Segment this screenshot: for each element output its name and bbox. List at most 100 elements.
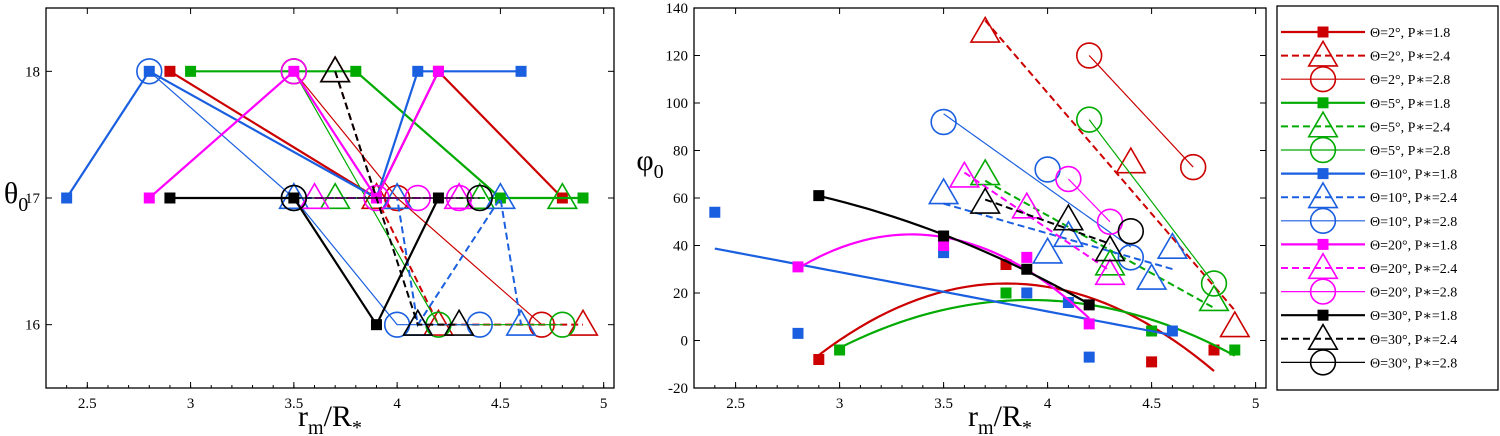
legend-entry: Θ=20°, P∗=1.8 xyxy=(1281,238,1457,253)
legend-marker xyxy=(1309,207,1337,235)
left-data-point xyxy=(546,182,579,210)
left-series-line xyxy=(334,71,460,326)
left-data-point xyxy=(360,182,393,210)
legend-label: Θ=20°, P∗=2.8 xyxy=(1370,286,1457,301)
right-data-point xyxy=(1117,218,1145,245)
right-series xyxy=(969,158,1230,312)
legend-entry: Θ=20°, P∗=2.4 xyxy=(1281,252,1457,280)
right-ytick-label: 100 xyxy=(666,96,689,112)
legend-label: Θ=5°, P∗=2.8 xyxy=(1370,144,1450,159)
right-data-point xyxy=(969,186,1001,214)
left-data-point xyxy=(350,65,362,77)
left-series-line xyxy=(169,69,564,200)
right-fit-curve xyxy=(714,247,1173,337)
right-fit-curve xyxy=(984,198,1111,245)
right-data-point xyxy=(1021,251,1033,263)
right-data-point xyxy=(1052,203,1085,231)
legend-label: Θ=10°, P∗=2.4 xyxy=(1370,191,1457,206)
right-data-point xyxy=(938,230,950,242)
legend-label: Θ=5°, P∗=1.8 xyxy=(1370,97,1450,112)
left-series-line xyxy=(148,69,440,201)
right-data-point xyxy=(1052,220,1085,248)
legend-marker xyxy=(1317,26,1329,38)
right-data-point xyxy=(1156,232,1189,260)
right-data-point xyxy=(1031,236,1064,264)
legend-label: Θ=30°, P∗=2.4 xyxy=(1370,333,1457,348)
right-series xyxy=(813,190,1095,311)
left-data-point xyxy=(164,65,176,77)
left-data-point xyxy=(422,308,455,336)
legend-marker xyxy=(1307,322,1339,350)
right-xlabel: rm/R* xyxy=(968,400,1032,436)
legend-entry: Θ=2°, P∗=2.8 xyxy=(1281,65,1450,93)
right-data-point xyxy=(709,206,721,218)
left-data-point xyxy=(280,184,308,212)
left-data-point xyxy=(432,65,444,77)
right-data-point xyxy=(1062,297,1074,308)
left-data-point xyxy=(370,319,382,331)
right-data-point xyxy=(813,190,825,202)
right-data-point xyxy=(938,247,950,259)
right-data-point xyxy=(1000,259,1012,270)
right-series xyxy=(969,15,1251,338)
right-data-point xyxy=(1000,287,1012,299)
right-data-point xyxy=(1094,234,1126,262)
right-fit-curve xyxy=(818,194,1090,306)
phi0-panel: 2.5 3 3.5 4 4.5 5 -20 0 20 40 60 80 100 120 140 φ0 rm/R* xyxy=(636,1,1267,436)
right-data-point xyxy=(1011,191,1043,219)
legend-label: Θ=5°, P∗=2.4 xyxy=(1370,120,1450,135)
legend-label: Θ=2°, P∗=2.4 xyxy=(1370,50,1450,65)
legend-marker xyxy=(1309,65,1337,93)
left-series xyxy=(185,65,589,204)
legend-marker xyxy=(1317,238,1329,250)
right-ylabel: φ0 xyxy=(636,144,663,183)
left-xtick-label: 4.5 xyxy=(491,396,510,412)
left-data-point xyxy=(381,182,413,210)
legend-entry: Θ=30°, P∗=1.8 xyxy=(1281,309,1457,324)
legend-entry: Θ=10°, P∗=1.8 xyxy=(1281,168,1457,183)
right-data-point xyxy=(1146,356,1158,368)
right-data-point xyxy=(1083,351,1095,363)
left-xtick-label: 3 xyxy=(187,396,195,412)
right-data-point xyxy=(948,160,981,188)
right-ytick-label: 120 xyxy=(666,49,689,65)
right-data-point xyxy=(813,354,825,365)
left-data-point xyxy=(549,311,576,338)
left-ytick-label: 18 xyxy=(25,64,40,80)
legend-marker xyxy=(1307,181,1339,209)
right-xtick-label: 2.5 xyxy=(726,396,745,412)
left-series-line xyxy=(65,69,522,200)
left-data-point xyxy=(402,308,434,336)
right-xtick-label: 4 xyxy=(1044,396,1052,412)
left-data-point xyxy=(298,182,331,210)
legend-entry: Θ=2°, P∗=2.4 xyxy=(1281,39,1450,67)
right-fit-curve xyxy=(1067,178,1111,223)
right-data-point xyxy=(1075,42,1103,69)
right-ytick-label: 40 xyxy=(673,239,688,255)
right-ytick-label: 140 xyxy=(666,1,689,17)
right-data-point xyxy=(930,108,957,136)
right-fit-curve xyxy=(943,113,1132,248)
left-data-point xyxy=(464,182,496,210)
right-xtick-label: 3.5 xyxy=(934,396,953,412)
left-data-point xyxy=(577,192,589,204)
right-data-point xyxy=(938,240,950,251)
legend-label: Θ=20°, P∗=1.8 xyxy=(1370,238,1457,253)
left-data-point xyxy=(278,182,310,210)
left-ytick-label: 17 xyxy=(25,191,41,207)
right-data-point xyxy=(1021,287,1033,299)
right-data-point xyxy=(1083,299,1095,311)
left-series-line xyxy=(169,196,440,327)
left-ylabel: θ0 xyxy=(4,177,28,216)
legend-label: Θ=10°, P∗=2.8 xyxy=(1370,215,1457,230)
legend-entry: Θ=10°, P∗=2.4 xyxy=(1281,181,1457,209)
left-data-point xyxy=(443,308,475,336)
right-data-point xyxy=(927,177,960,205)
right-xtick-label: 5 xyxy=(1252,396,1260,412)
right-series xyxy=(927,177,1189,290)
right-data-point xyxy=(969,15,1001,43)
right-data-point xyxy=(792,327,804,339)
right-series xyxy=(948,160,1126,286)
right-data-point xyxy=(1094,258,1126,286)
